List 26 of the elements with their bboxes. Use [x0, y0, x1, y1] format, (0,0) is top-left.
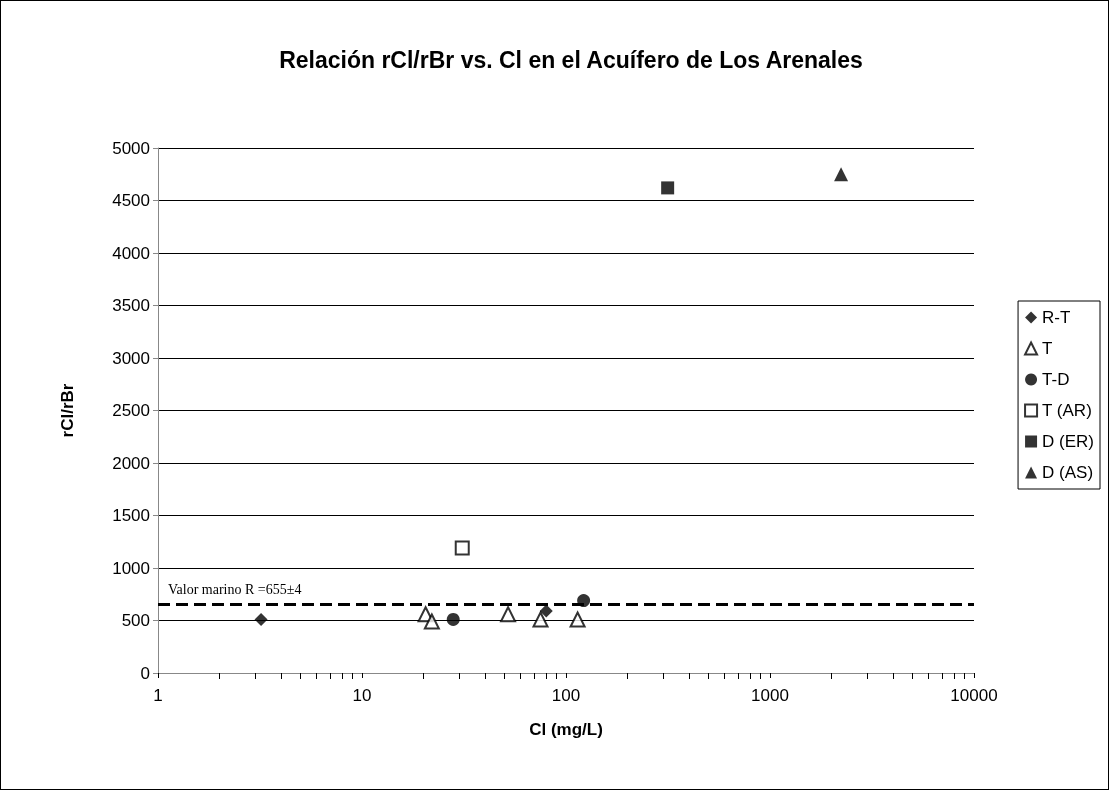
y-tick-label: 3000 [112, 348, 150, 368]
y-tick-label: 4000 [112, 243, 150, 263]
y-tick-label: 2000 [112, 453, 150, 473]
x-tick-label: 10000 [950, 686, 998, 705]
y-axis-title: rCl/rBr [58, 383, 77, 438]
y-tick-label: 1500 [112, 506, 150, 525]
x-axis-title: Cl (mg/L) [529, 720, 603, 739]
y-tick-label: 5000 [112, 138, 150, 158]
x-tick-label: 1000 [751, 686, 789, 705]
legend-label: D (AS) [1042, 463, 1094, 482]
y-tick-label: 0 [140, 663, 150, 683]
legend-label: R-T [1042, 308, 1071, 327]
x-tick-label: 10 [352, 686, 372, 705]
x-tick-label: 1 [153, 686, 163, 705]
legend-label: D (ER) [1042, 432, 1095, 451]
y-tick-label: 2500 [112, 401, 150, 420]
y-tick-label: 1000 [112, 558, 150, 578]
ref-line-label: Valor marino R =655±4 [168, 581, 302, 597]
y-tick-label: 500 [121, 611, 150, 630]
legend-label: T (AR) [1042, 401, 1092, 420]
legend-label: T-D [1042, 370, 1070, 389]
x-tick-label: 100 [551, 686, 581, 705]
y-tick-label: 4500 [112, 191, 150, 210]
y-tick-label: 3500 [112, 296, 150, 315]
legend-label: T [1042, 339, 1053, 358]
chart-title: Relación rCl/rBr vs. Cl en el Acuífero de Los Arenales [279, 46, 863, 73]
